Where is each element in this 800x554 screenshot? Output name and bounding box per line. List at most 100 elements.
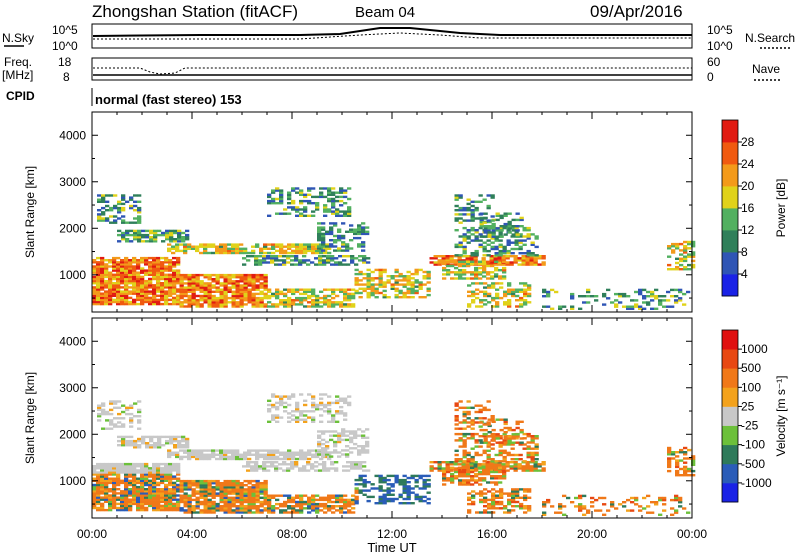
echo-cell	[97, 415, 102, 418]
echo-cell	[247, 490, 252, 493]
echo-cell	[466, 421, 471, 424]
echo-cell	[530, 439, 535, 442]
echo-cell	[493, 257, 498, 260]
echo-cell	[156, 300, 161, 304]
echo-cell	[489, 469, 494, 472]
echo-cell	[108, 298, 113, 302]
echo-cell	[414, 497, 419, 501]
echo-cell	[319, 403, 324, 407]
echo-cell	[113, 423, 118, 426]
echo-cell	[251, 453, 256, 456]
echo-cell	[287, 403, 292, 407]
echo-cell	[418, 268, 423, 272]
echo-cell	[510, 453, 515, 457]
echo-cell	[502, 275, 507, 278]
echo-cell	[227, 451, 232, 454]
echo-cell	[299, 299, 304, 302]
echo-cell	[100, 292, 105, 295]
echo-cell	[482, 262, 487, 266]
echo-cell	[458, 254, 463, 257]
echo-cell	[335, 399, 340, 402]
echo-cell	[291, 199, 296, 203]
echo-cell	[498, 254, 503, 257]
echo-cell	[283, 208, 288, 211]
echo-cell	[445, 259, 450, 262]
echo-cell	[291, 249, 296, 253]
colorbar-tick-label: -100	[741, 438, 765, 452]
echo-cell	[406, 497, 411, 501]
echo-cell	[362, 283, 367, 286]
echo-cell	[129, 229, 134, 233]
echo-cell	[323, 393, 328, 396]
echo-cell	[515, 505, 520, 508]
echo-cell	[541, 261, 546, 264]
echo-cell	[124, 282, 129, 285]
echo-cell	[243, 457, 248, 461]
echo-cell	[117, 435, 122, 439]
echo-cell	[160, 265, 165, 268]
echo-cell	[171, 245, 176, 248]
echo-cell	[215, 509, 220, 512]
echo-cell	[526, 252, 531, 255]
echo-cell	[527, 509, 532, 512]
echo-cell	[310, 465, 315, 468]
echo-cell	[353, 434, 358, 437]
echo-cell	[471, 301, 476, 304]
echo-cell	[235, 496, 240, 499]
echo-cell	[303, 288, 308, 291]
echo-cell	[374, 291, 379, 295]
echo-cell	[278, 255, 283, 258]
echo-cell	[333, 222, 338, 225]
echo-cell	[100, 477, 105, 480]
echo-cell	[691, 245, 696, 248]
echo-cell	[442, 475, 447, 478]
echo-cell	[291, 395, 296, 398]
echo-cell	[177, 435, 182, 439]
echo-cell	[630, 509, 635, 512]
echo-cell	[341, 430, 346, 433]
echo-cell	[502, 451, 507, 455]
echo-cell	[306, 259, 311, 262]
echo-cell	[215, 457, 220, 461]
echo-cell	[470, 406, 475, 409]
echo-cell	[132, 271, 137, 274]
echo-cell	[382, 499, 387, 503]
echo-cell	[247, 492, 252, 495]
echo-cell	[514, 458, 519, 461]
echo-cell	[121, 236, 126, 239]
echo-cell	[152, 271, 157, 274]
echo-cell	[239, 292, 244, 296]
echo-cell	[164, 290, 169, 293]
echo-cell	[687, 268, 692, 271]
echo-cell	[199, 486, 204, 489]
echo-cell	[325, 230, 330, 233]
echo-cell	[239, 249, 244, 253]
echo-cell	[498, 252, 503, 255]
echo-cell	[675, 242, 680, 246]
echo-cell	[626, 295, 631, 298]
echo-cell	[474, 439, 479, 442]
echo-cell	[634, 303, 639, 306]
echo-cell	[140, 279, 145, 283]
echo-cell	[530, 435, 535, 438]
echo-cell	[303, 245, 308, 248]
echo-cell	[507, 284, 512, 287]
echo-cell	[187, 299, 192, 302]
echo-cell	[317, 228, 322, 231]
echo-cell	[323, 507, 328, 510]
echo-cell	[302, 261, 307, 264]
echo-cell	[223, 296, 228, 300]
echo-cell	[283, 511, 288, 514]
echo-cell	[491, 286, 496, 289]
echo-cell	[255, 486, 260, 489]
echo-cell	[168, 288, 173, 291]
echo-cell	[634, 503, 639, 506]
echo-cell	[219, 288, 224, 291]
x-axis-label: Time UT	[367, 540, 416, 554]
echo-cell	[120, 504, 125, 508]
echo-cell	[349, 228, 354, 231]
echo-cell	[498, 466, 503, 469]
echo-cell	[307, 393, 312, 396]
echo-cell	[303, 500, 308, 504]
